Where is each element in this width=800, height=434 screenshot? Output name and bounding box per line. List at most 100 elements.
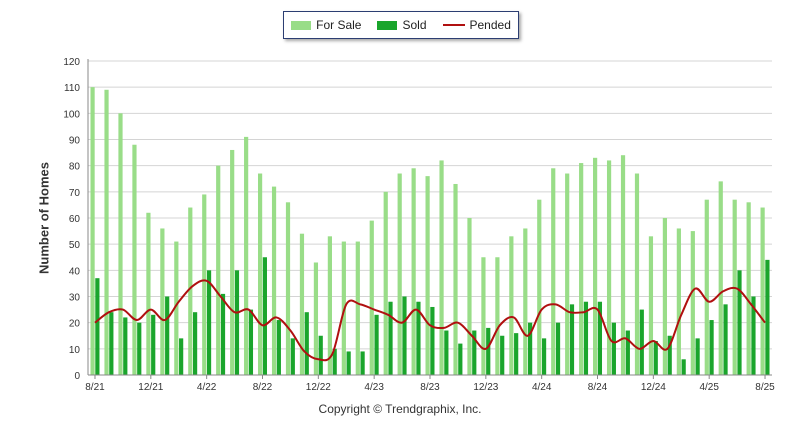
y-tick-label: 90 — [69, 136, 81, 147]
for-sale-bar — [355, 241, 360, 375]
sold-bar — [248, 309, 254, 375]
x-tick-label: 4/25 — [699, 382, 719, 393]
sold-bar — [192, 312, 198, 375]
sold-bar — [751, 296, 756, 375]
sold-bar — [528, 322, 533, 375]
sold-bar — [723, 304, 728, 375]
x-tick-label: 12/21 — [138, 382, 163, 393]
for-sale-bar — [202, 194, 207, 375]
for-sale-bar — [453, 183, 458, 375]
for-sale-bar — [244, 136, 249, 375]
x-tick-label: 8/21 — [85, 382, 105, 393]
x-tick-labels: 8/21 12/21 4/22 8/22 12/22 4/23 8/23 12/23 4/24 8… — [85, 375, 775, 393]
sold-bar — [597, 301, 603, 375]
y-tick-label: 60 — [69, 214, 81, 225]
for-sale-bar — [760, 207, 765, 375]
for-sale-bar — [188, 207, 193, 375]
x-tick-label: 4/23 — [364, 382, 384, 393]
x-tick-label: 12/24 — [641, 382, 666, 393]
sold-bar — [360, 351, 365, 375]
sold-bar — [653, 340, 658, 375]
sold-bar — [374, 314, 379, 375]
y-axis-label: Number of Homes — [36, 162, 52, 274]
y-tick-label: 30 — [69, 293, 81, 304]
x-tick-label: 8/24 — [588, 382, 608, 393]
sold-bar — [402, 296, 407, 375]
sold-bar — [430, 306, 435, 375]
y-tick-label: 20 — [69, 319, 81, 330]
sold-bar — [458, 343, 463, 375]
for-sale-bar — [495, 257, 500, 375]
for-sale-bar — [327, 236, 332, 375]
for-sale-bars — [90, 87, 765, 376]
sold-bar — [611, 322, 616, 375]
for-sale-bar — [648, 236, 654, 375]
sold-swatch — [377, 20, 398, 30]
y-tick-label: 120 — [63, 57, 80, 68]
for-sale-bar — [118, 113, 123, 375]
sold-bar — [346, 351, 351, 375]
sold-bar — [123, 317, 128, 375]
x-tick-label: 8/23 — [420, 382, 440, 393]
sold-bar — [472, 330, 477, 375]
sold-bar — [416, 301, 421, 375]
for-sale-bar — [690, 231, 695, 375]
for-sale-bar — [746, 202, 751, 375]
for-sale-bar — [593, 157, 598, 375]
sold-bar — [639, 309, 644, 375]
for-sale-bar — [467, 218, 472, 375]
for-sale-bar — [481, 257, 486, 375]
sold-bar — [276, 320, 281, 375]
for-sale-bar — [174, 241, 179, 375]
sold-bar — [388, 301, 393, 375]
for-sale-bar — [257, 173, 263, 375]
for-sale-bar — [216, 165, 221, 375]
y-tick-label: 70 — [69, 188, 81, 199]
for-sale-bar — [383, 191, 388, 375]
sold-bar — [737, 270, 742, 375]
for-sale-bar — [634, 173, 640, 375]
sold-bar — [234, 270, 240, 375]
sold-bar — [304, 312, 309, 375]
sold-bar — [625, 330, 630, 375]
legend-item-for-sale[interactable]: For Sale — [291, 18, 361, 32]
copyright-text: Copyright © Trendgraphix, Inc. — [318, 402, 482, 416]
legend-label-pended: Pended — [469, 18, 511, 32]
for-sale-bar — [425, 176, 430, 375]
sold-bar — [179, 338, 184, 375]
sold-bar — [95, 278, 100, 375]
legend-item-sold[interactable]: Sold — [377, 18, 427, 32]
sold-bar — [318, 335, 323, 375]
legend-label-sold: Sold — [402, 18, 427, 32]
sold-bar — [109, 312, 114, 375]
y-tick-label: 10 — [69, 345, 81, 356]
for-sale-bar — [146, 212, 151, 375]
y-tick-labels: 0 10 20 30 40 50 60 70 80 90 100 110 120 — [63, 57, 80, 382]
sold-bar — [486, 327, 491, 375]
for-sale-bar — [620, 155, 626, 375]
sold-bar — [290, 338, 295, 375]
for-sale-bar — [439, 160, 444, 375]
for-sale-bar — [606, 160, 612, 375]
sold-bar — [555, 322, 561, 375]
legend-item-pended[interactable]: Pended — [442, 18, 511, 32]
for-sale-bar — [509, 236, 514, 375]
for-sale-bar — [285, 202, 291, 375]
for-sale-bar — [411, 168, 416, 375]
y-tick-label: 80 — [69, 162, 81, 173]
for-sale-bar — [718, 181, 723, 375]
pended-line-group — [94, 279, 766, 362]
sold-bar — [765, 259, 770, 375]
y-tick-label: 40 — [69, 266, 81, 277]
for-sale-swatch — [291, 20, 312, 30]
for-sale-bar — [132, 144, 137, 375]
sold-bar — [206, 270, 212, 375]
y-tick-label: 0 — [74, 371, 80, 382]
sold-bar — [541, 338, 547, 375]
for-sale-bar — [369, 220, 374, 375]
sold-bar — [500, 335, 505, 375]
grid-lines — [88, 60, 772, 350]
sold-bar — [583, 301, 589, 375]
sold-bars — [95, 257, 770, 375]
for-sale-bar — [551, 168, 556, 375]
